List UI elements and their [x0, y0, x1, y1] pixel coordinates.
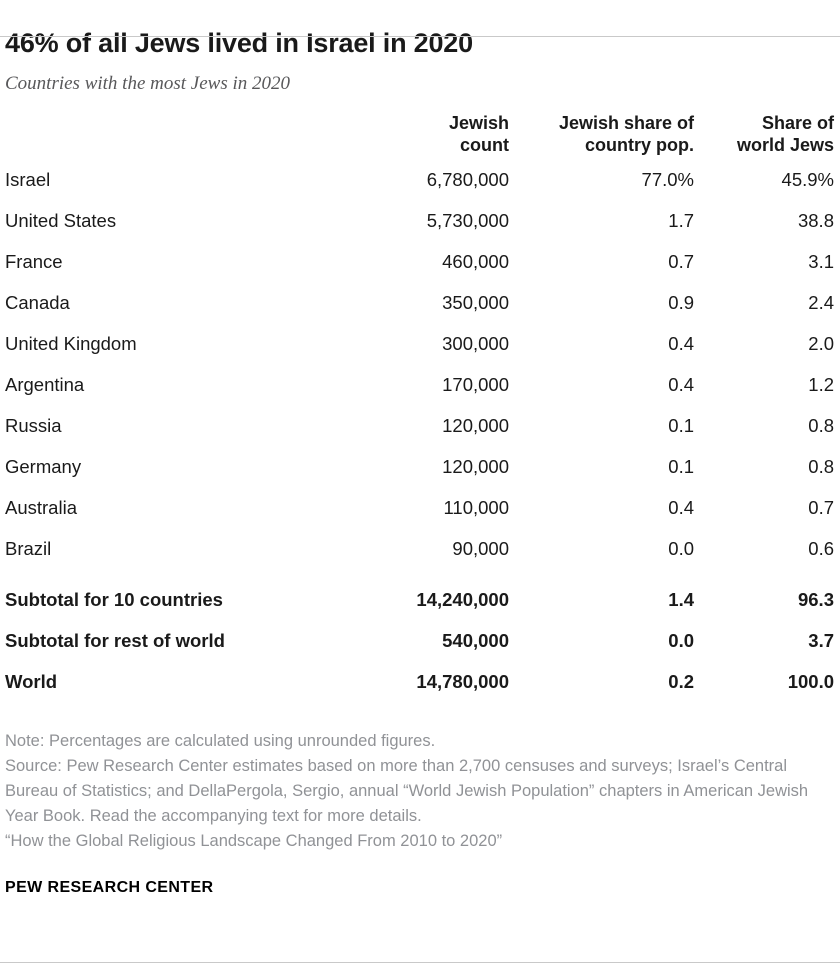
note-text: Note: Percentages are calculated using u…	[5, 731, 436, 750]
notes-block: Note: Percentages are calculated using u…	[5, 729, 827, 854]
row-share-country: 1.4	[668, 588, 694, 610]
row-jewish-count: 300,000	[442, 332, 509, 354]
row-share-world: 0.7	[808, 496, 834, 518]
table-row: United States 5,730,000 1.7 38.8	[5, 201, 834, 242]
row-share-world: 38.8	[797, 209, 834, 231]
row-jewish-count: 350,000	[442, 291, 509, 313]
row-label: Canada	[5, 291, 70, 313]
table-row: Subtotal for rest of world 540,000 0.0 3.7	[5, 621, 834, 662]
row-label: Subtotal for 10 countries	[5, 588, 223, 610]
table-row: France 460,000 0.7 3.1	[5, 242, 834, 283]
row-share-world: 0.8	[808, 455, 834, 477]
row-jewish-count: 14,780,000	[416, 670, 509, 692]
row-share-country: 0.0	[668, 629, 694, 651]
page-content: 46% of all Jews lived in Israel in 2020 …	[0, 28, 840, 897]
row-share-world: 2.0	[808, 332, 834, 354]
table-row: Canada 350,000 0.9 2.4	[5, 283, 834, 324]
row-share-world: 96.3	[797, 588, 834, 610]
row-jewish-count: 110,000	[443, 496, 510, 518]
row-share-country: 0.2	[668, 670, 694, 692]
pew-research-center-wordmark: PEW RESEARCH CENTER	[5, 879, 214, 897]
row-jewish-count: 540,000	[442, 629, 509, 651]
row-label: Australia	[5, 496, 77, 518]
row-share-country: 0.1	[668, 455, 694, 477]
row-share-country: 0.7	[668, 250, 694, 272]
row-label: France	[5, 250, 63, 272]
citation-text: “How the Global Religious Landscape Chan…	[5, 832, 503, 851]
row-jewish-count: 5,730,000	[426, 209, 509, 231]
table-body: Israel 6,780,000 77.0% 45.9% United States 5,…	[5, 160, 834, 703]
bottom-rule	[0, 962, 840, 963]
row-share-country: 0.4	[668, 332, 694, 354]
row-share-world: 100.0	[787, 670, 834, 692]
row-jewish-count: 460,000	[442, 250, 509, 272]
page-title: 46% of all Jews lived in Israel in 2020	[5, 28, 473, 58]
table-row: United Kingdom 300,000 0.4 2.0	[5, 324, 834, 365]
row-label: Russia	[5, 414, 62, 436]
row-jewish-count: 170,000	[442, 373, 509, 395]
row-share-world: 45.9%	[781, 168, 834, 190]
source-text: Source: Pew Research Center estimates ba…	[5, 757, 809, 826]
top-rule	[0, 36, 840, 37]
row-share-world: 3.7	[808, 629, 834, 651]
table-row: Germany 120,000 0.1 0.8	[5, 447, 834, 488]
table-row: Brazil 90,000 0.0 0.6	[5, 529, 834, 570]
table-header-row: Jewish count Jewish share of country pop…	[5, 113, 834, 160]
table-row: Subtotal for 10 countries 14,240,000 1.4 96…	[5, 580, 834, 621]
row-share-country: 0.4	[668, 496, 694, 518]
row-label: Brazil	[5, 537, 52, 559]
row-share-country: 0.4	[668, 373, 694, 395]
row-label: Argentina	[5, 373, 85, 395]
row-share-country: 0.9	[668, 291, 694, 313]
header-share-country: Jewish share of country pop.	[558, 113, 694, 155]
row-share-country: 0.0	[668, 537, 694, 559]
row-share-country: 0.1	[668, 414, 694, 436]
table-row: Israel 6,780,000 77.0% 45.9%	[5, 160, 834, 201]
table-row: Argentina 170,000 0.4 1.2	[5, 365, 834, 406]
row-jewish-count: 6,780,000	[426, 168, 509, 190]
header-share-world: Share of world Jews	[736, 113, 834, 155]
row-jewish-count: 14,240,000	[416, 588, 509, 610]
data-table: Jewish count Jewish share of country pop…	[5, 113, 834, 703]
header-jewish-count: Jewish count	[448, 113, 509, 155]
table-row: World 14,780,000 0.2 100.0	[5, 662, 834, 703]
table-row: Australia 110,000 0.4 0.7	[5, 488, 834, 529]
row-jewish-count: 120,000	[442, 414, 509, 436]
row-share-world: 0.6	[808, 537, 834, 559]
row-label: Subtotal for rest of world	[5, 629, 225, 651]
row-label: World	[5, 670, 58, 692]
row-label: Germany	[5, 455, 82, 477]
table-row: Russia 120,000 0.1 0.8	[5, 406, 834, 447]
row-share-world: 1.2	[808, 373, 834, 395]
page-subtitle: Countries with the most Jews in 2020	[5, 73, 290, 95]
row-jewish-count: 120,000	[442, 455, 509, 477]
row-label: United States	[5, 209, 117, 231]
row-share-world: 0.8	[808, 414, 834, 436]
row-label: United Kingdom	[5, 332, 137, 354]
row-share-world: 2.4	[808, 291, 834, 313]
row-share-world: 3.1	[808, 250, 834, 272]
row-label: Israel	[5, 168, 51, 190]
row-share-country: 1.7	[668, 209, 694, 231]
row-jewish-count: 90,000	[452, 537, 509, 559]
row-share-country: 77.0%	[641, 168, 694, 190]
